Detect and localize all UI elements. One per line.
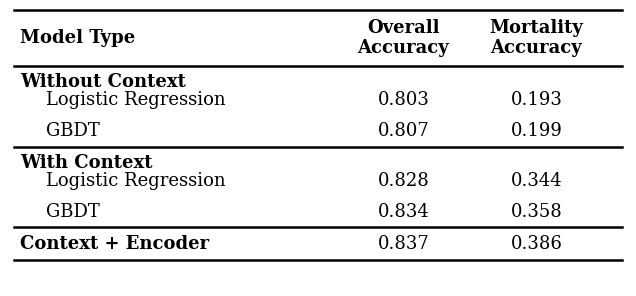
Text: Context + Encoder: Context + Encoder — [20, 235, 209, 253]
Text: Logistic Regression: Logistic Regression — [46, 172, 225, 190]
Text: 0.834: 0.834 — [378, 203, 429, 221]
Text: 0.193: 0.193 — [511, 91, 562, 110]
Text: 0.828: 0.828 — [378, 172, 429, 190]
Text: GBDT: GBDT — [46, 122, 99, 140]
Text: GBDT: GBDT — [46, 203, 99, 221]
Text: 0.803: 0.803 — [378, 91, 429, 110]
Text: 0.199: 0.199 — [511, 122, 562, 140]
Text: Overall
Accuracy: Overall Accuracy — [357, 19, 450, 57]
Text: 0.837: 0.837 — [378, 235, 429, 253]
Text: 0.358: 0.358 — [511, 203, 562, 221]
Text: Logistic Regression: Logistic Regression — [46, 91, 225, 110]
Text: Mortality
Accuracy: Mortality Accuracy — [490, 19, 583, 57]
Text: With Context: With Context — [20, 154, 153, 172]
Text: 0.386: 0.386 — [511, 235, 562, 253]
Text: 0.807: 0.807 — [378, 122, 429, 140]
Text: Without Context: Without Context — [20, 73, 186, 91]
Text: Model Type: Model Type — [20, 29, 135, 47]
Text: 0.344: 0.344 — [511, 172, 562, 190]
